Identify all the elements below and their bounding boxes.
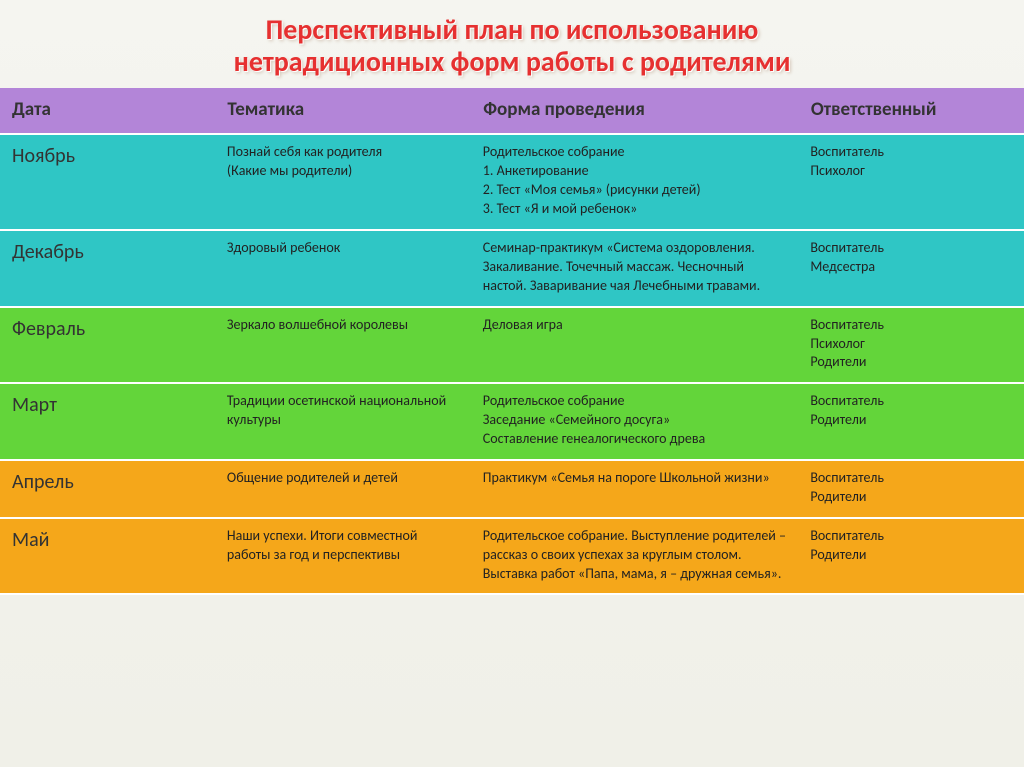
cell-form: Практикум «Семья на пороге Школьной жизн…	[471, 460, 799, 518]
cell-form: Родительское собрание Заседание «Семейно…	[471, 383, 799, 460]
cell-form: Деловая игра	[471, 307, 799, 384]
cell-topic: Наши успехи. Итоги совместной работы за …	[215, 518, 471, 595]
cell-date: Апрель	[0, 460, 215, 518]
table-header-row: Дата Тематика Форма проведения Ответстве…	[0, 88, 1024, 134]
col-header-resp: Ответственный	[798, 88, 1023, 134]
cell-date: Март	[0, 383, 215, 460]
cell-topic: Познай себя как родителя (Какие мы родит…	[215, 134, 471, 230]
cell-date: Декабрь	[0, 230, 215, 307]
table-row: МайНаши успехи. Итоги совместной работы …	[0, 518, 1024, 595]
cell-topic: Общение родителей и детей	[215, 460, 471, 518]
cell-topic: Традиции осетинской национальной культур…	[215, 383, 471, 460]
col-header-date: Дата	[0, 88, 215, 134]
title-line-2: нетрадиционных форм работы с родителями	[234, 44, 791, 79]
cell-resp: Воспитатель Родители	[798, 383, 1023, 460]
table-row: НоябрьПознай себя как родителя (Какие мы…	[0, 134, 1024, 230]
cell-resp: Воспитатель Психолог Родители	[798, 307, 1023, 384]
col-header-topic: Тематика	[215, 88, 471, 134]
cell-date: Ноябрь	[0, 134, 215, 230]
cell-form: Родительское собрание. Выступление родит…	[471, 518, 799, 595]
cell-form: Родительское собрание 1. Анкетирование 2…	[471, 134, 799, 230]
title-line-1: Перспективный план по использованию	[266, 12, 759, 47]
cell-resp: Воспитатель Медсестра	[798, 230, 1023, 307]
col-header-form: Форма проведения	[471, 88, 799, 134]
cell-topic: Здоровый ребенок	[215, 230, 471, 307]
cell-resp: Воспитатель Родители	[798, 518, 1023, 595]
table-row: ФевральЗеркало волшебной королевыДеловая…	[0, 307, 1024, 384]
cell-form: Семинар-практикум «Система оздоровления.…	[471, 230, 799, 307]
cell-date: Февраль	[0, 307, 215, 384]
table-row: ДекабрьЗдоровый ребенокСеминар-практикум…	[0, 230, 1024, 307]
table-row: АпрельОбщение родителей и детейПрактикум…	[0, 460, 1024, 518]
plan-table: Дата Тематика Форма проведения Ответстве…	[0, 88, 1024, 595]
page-title: Перспективный план по использованию нетр…	[0, 0, 1024, 88]
cell-date: Май	[0, 518, 215, 595]
table-row: МартТрадиции осетинской национальной кул…	[0, 383, 1024, 460]
cell-resp: Воспитатель Психолог	[798, 134, 1023, 230]
cell-topic: Зеркало волшебной королевы	[215, 307, 471, 384]
cell-resp: Воспитатель Родители	[798, 460, 1023, 518]
